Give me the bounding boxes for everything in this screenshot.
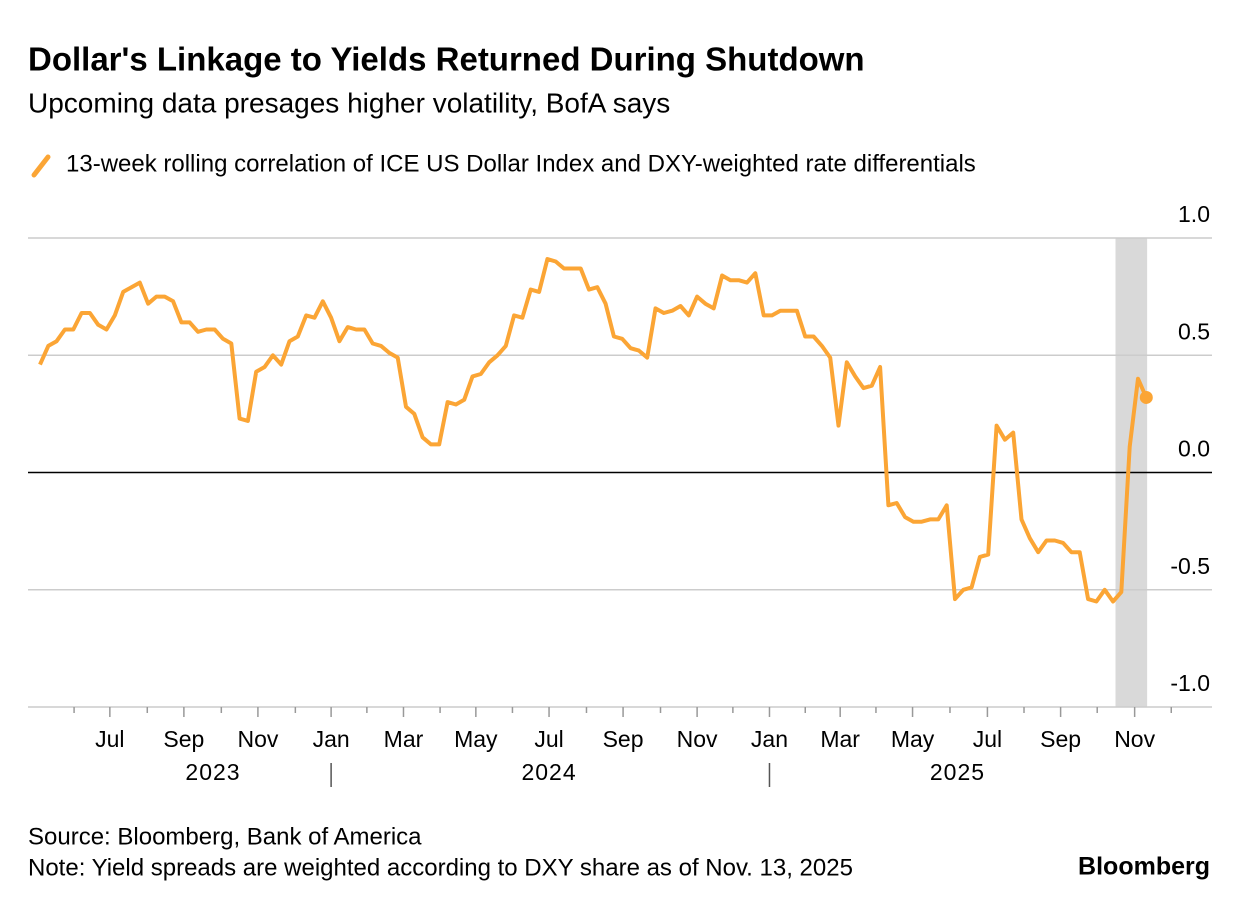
chart-title: Dollar's Linkage to Yields Returned Duri…: [28, 41, 865, 78]
x-tick-label: Jan: [751, 726, 788, 752]
line-series: [38, 257, 1149, 604]
legend-swatch: [31, 154, 51, 178]
x-tick-label: Nov: [237, 726, 278, 752]
x-tick-label: Nov: [1114, 726, 1155, 752]
x-tick-label: Nov: [677, 726, 718, 752]
year-label: 2024: [521, 759, 576, 785]
x-tick-label: Sep: [163, 726, 204, 752]
x-tick-label: Jul: [534, 726, 563, 752]
end-point: [1139, 390, 1153, 404]
y-tick-label: -0.5: [1170, 553, 1210, 579]
y-tick-label: 0.0: [1178, 436, 1210, 462]
brand: Bloomberg: [1078, 853, 1210, 881]
x-tick-label: Mar: [384, 726, 424, 752]
source: Source: Bloomberg, Bank of America: [28, 823, 422, 850]
x-tick-label: Sep: [1040, 726, 1081, 752]
note: Note: Yield spreads are weighted accordi…: [28, 854, 853, 881]
y-tick-label: -1.0: [1170, 670, 1210, 696]
x-tick-label: Sep: [603, 726, 644, 752]
x-tick-label: Mar: [820, 726, 860, 752]
x-tick-label: May: [891, 726, 935, 752]
x-tick-label: Jan: [313, 726, 350, 752]
year-label: 2023: [185, 759, 240, 785]
x-tick-label: Jul: [95, 726, 124, 752]
legend-label: 13-week rolling correlation of ICE US Do…: [66, 150, 976, 177]
x-tick-label: May: [454, 726, 498, 752]
y-tick-label: 0.5: [1178, 318, 1210, 344]
y-tick-label: 1.0: [1178, 201, 1210, 227]
chart-subtitle: Upcoming data presages higher volatility…: [28, 87, 670, 118]
x-tick-label: Jul: [973, 726, 1002, 752]
year-label: 2025: [930, 759, 985, 785]
